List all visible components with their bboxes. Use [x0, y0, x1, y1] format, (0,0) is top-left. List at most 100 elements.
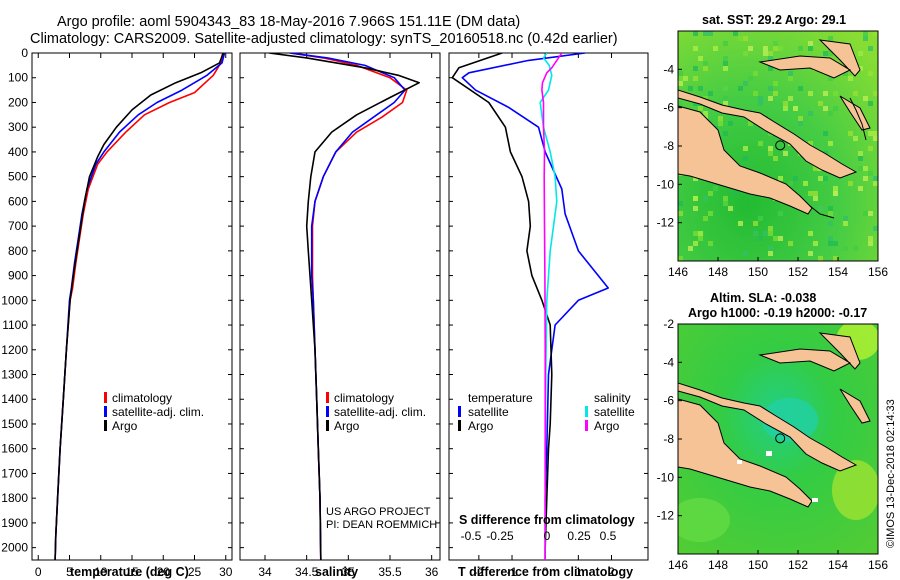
sst-pixel [808, 141, 813, 146]
sst-pixel [808, 91, 813, 96]
sst-pixel [693, 206, 698, 211]
legend-heading-temperature: temperature [468, 391, 533, 405]
sst-pixel [693, 31, 698, 36]
sst-pixel [758, 216, 763, 221]
legend-swatch-climatology [104, 392, 107, 403]
series-satellite-adj-clim- [289, 53, 406, 560]
sla-map-ticks: 146 148 150 152 154 156 -2 -4 -6 -8 -10 -12 [657, 317, 889, 572]
sst-pixel [848, 76, 853, 81]
depth-tick-label: 2000 [1, 541, 28, 555]
sst-pixel [788, 96, 793, 101]
sst-pixel [873, 31, 878, 36]
sst-pixel [833, 256, 838, 261]
legend-swatch-s-satellite [585, 406, 588, 417]
sst-pixel [828, 241, 833, 246]
sst-pixel [723, 196, 728, 201]
sst-pixel [708, 91, 713, 96]
imos-credit: ©IMOS 13-Dec-2018 02:14:33 [885, 399, 897, 548]
sst-pixel [873, 181, 878, 186]
map-x-tick-label: 146 [668, 265, 688, 279]
series-t-argo [451, 53, 553, 560]
sst-pixel [773, 41, 778, 46]
sst-pixel [863, 166, 868, 171]
depth-tick-label: 1500 [1, 417, 28, 431]
sst-pixel [768, 231, 773, 236]
series-argo [54, 53, 225, 560]
depth-tick-label: 1400 [1, 392, 28, 406]
temperature-x-tick-label: 30 [219, 565, 233, 579]
depth-tick-label: 0 [21, 46, 28, 60]
sst-pixel [723, 56, 728, 61]
sst-pixel [733, 31, 738, 36]
salinity-x-tick-label: 34.5 [295, 565, 319, 579]
credit-project: US ARGO PROJECT [326, 506, 431, 518]
sst-pixel [763, 46, 768, 51]
sst-pixel [718, 116, 723, 121]
salinity-series [269, 53, 421, 560]
map-x-tick-label: 154 [828, 265, 848, 279]
depth-tick-label: 400 [8, 145, 28, 159]
difference-legend-salinity: salinity satellite Argo [585, 391, 635, 433]
sst-pixel [853, 136, 858, 141]
salinity-x-tick-label: 35.5 [378, 565, 402, 579]
sst-pixel [793, 106, 798, 111]
sst-pixel [693, 46, 698, 51]
sst-pixel [768, 66, 773, 71]
depth-tick-label: 900 [8, 269, 28, 283]
legend-label-s-argo: Argo [594, 419, 620, 433]
sst-pixel [828, 141, 833, 146]
difference-x-tick-label: -1 [507, 565, 518, 579]
reef-outlines [809, 97, 867, 219]
sst-pixel [763, 231, 768, 236]
sst-pixel [698, 56, 703, 61]
difference-x-tick-label: -2 [474, 565, 485, 579]
sla-light-blob [678, 498, 730, 542]
sst-pixel [873, 226, 878, 231]
sst-pixel [723, 96, 728, 101]
sst-pixel [768, 151, 773, 156]
sst-pixel [773, 156, 778, 161]
sst-pixel [738, 221, 743, 226]
sst-pixel [858, 166, 863, 171]
sst-pixel [698, 86, 703, 91]
map-x-tick-label: 152 [788, 265, 808, 279]
depth-tick-label: 1600 [1, 442, 28, 456]
map-x-tick-label: 146 [668, 558, 688, 572]
sst-pixel [773, 91, 778, 96]
sst-pixel [693, 176, 698, 181]
sst-pixel [808, 191, 813, 196]
sst-pixel [868, 211, 873, 216]
sst-pixel [873, 131, 878, 136]
sst-pixel [858, 56, 863, 61]
sst-pixel [803, 181, 808, 186]
sst-pixel [818, 101, 823, 106]
temperature-xlabel: temperature (deg C) [70, 565, 189, 579]
sst-pixel [788, 181, 793, 186]
map-y-tick-label: -8 [663, 432, 674, 446]
s-difference-label: S difference from climatology [459, 513, 635, 527]
sst-pixel [753, 71, 758, 76]
sst-pixel [868, 236, 873, 241]
sst-pixel [833, 186, 838, 191]
figure-title-line2: Climatology: CARS2009. Satellite-adjuste… [30, 31, 618, 47]
map-y-tick-label: -10 [657, 470, 675, 484]
sst-pixel [828, 211, 833, 216]
sst-pixel [818, 206, 823, 211]
sst-pixel [728, 121, 733, 126]
s-difference-tick-label: -0.25 [486, 529, 514, 543]
sst-pixel [783, 101, 788, 106]
sst-pixel [868, 101, 873, 106]
sst-pixel [808, 231, 813, 236]
sst-pixel [703, 111, 708, 116]
sst-pixel [768, 146, 773, 151]
argo-position-marker [775, 433, 786, 444]
sst-pixel [798, 121, 803, 126]
difference-x-tick-label: 2 [608, 565, 615, 579]
sst-pixel [703, 66, 708, 71]
sst-pixel [853, 246, 858, 251]
map-y-tick-label: -4 [663, 62, 674, 76]
sst-pixel [693, 66, 698, 71]
s-difference-tick-label: 0.25 [567, 529, 591, 543]
sst-pixel [768, 96, 773, 101]
series-climatology [289, 53, 408, 560]
